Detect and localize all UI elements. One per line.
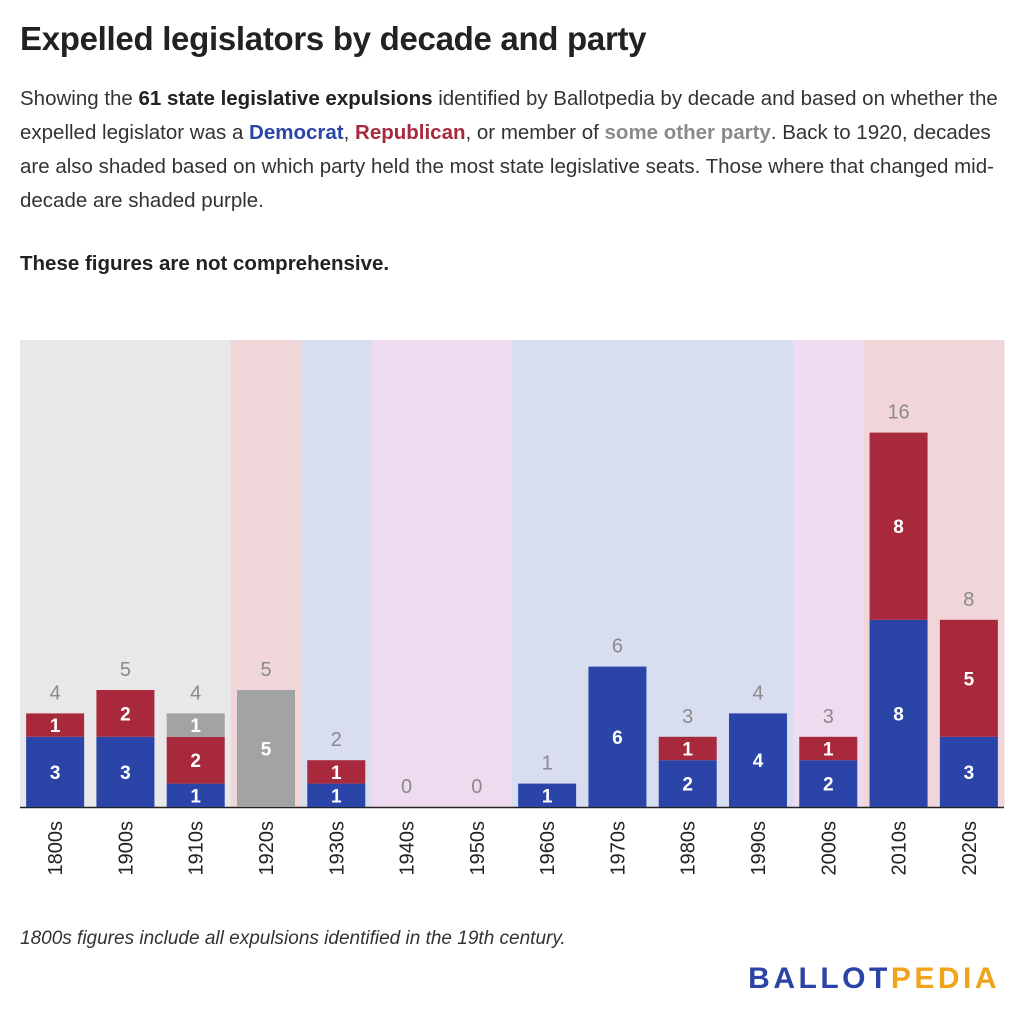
- desc-part-3: , or member of: [465, 121, 605, 144]
- bar-label-democrat-2000s: 2: [823, 775, 834, 796]
- x-tick-label-1920s: 1920s: [256, 821, 278, 876]
- total-label-1930s: 2: [331, 729, 342, 751]
- bar-label-republican-1930s: 1: [331, 763, 342, 784]
- total-label-2020s: 8: [963, 589, 974, 611]
- x-tick-label-1990s: 1990s: [748, 821, 770, 876]
- x-tick-label-1940s: 1940s: [397, 821, 419, 876]
- footnote: 1800s figures include all expulsions ide…: [20, 928, 566, 949]
- bar-label-democrat-1970s: 6: [612, 728, 623, 749]
- bar-democrat-1960s: [518, 783, 577, 807]
- desc-other: some other party: [604, 121, 771, 144]
- x-tick-label-1970s: 1970s: [607, 821, 629, 876]
- bar-democrat-1800s: [26, 736, 85, 807]
- bar-label-republican-2000s: 1: [823, 740, 834, 761]
- bar-label-democrat-1990s: 4: [753, 751, 764, 772]
- x-tick-label-1980s: 1980s: [678, 821, 700, 876]
- bar-label-republican-2010s: 8: [893, 517, 904, 538]
- bar-republican-1930s: [307, 760, 366, 784]
- total-label-1920s: 5: [260, 659, 271, 681]
- bar-democrat-2010s: [869, 619, 928, 807]
- bar-label-democrat-1900s: 3: [120, 763, 131, 784]
- logo-part-2: PEDIA: [890, 962, 1000, 995]
- ballotpedia-logo: BALLOTPEDIA: [748, 962, 1000, 996]
- bar-democrat-1910s: [166, 783, 225, 807]
- bar-republican-1980s: [658, 736, 717, 761]
- bar-label-democrat-1960s: 1: [542, 786, 553, 807]
- desc-republican: Republican: [355, 121, 466, 144]
- bar-other-1920s: [237, 690, 295, 807]
- total-label-1910s: 4: [190, 682, 201, 704]
- decade-shading-1960s: [512, 340, 583, 807]
- x-tick-label-2020s: 2020s: [959, 821, 981, 876]
- total-label-1970s: 6: [612, 636, 623, 658]
- bar-republican-2000s: [799, 736, 858, 761]
- bar-label-republican-1800s: 1: [50, 716, 61, 737]
- desc-part-4: . Back to 1920, decades are also shaded …: [20, 121, 994, 212]
- total-label-2010s: 16: [887, 402, 909, 424]
- bar-democrat-1980s: [658, 760, 717, 807]
- decade-shading-1940s: [371, 340, 443, 807]
- x-tick-label-1800s: 1800s: [45, 821, 67, 876]
- stacked-bar-chart: 3141800s3251900s12141910s551920s1121930s…: [20, 340, 1005, 876]
- x-tick-label-2000s: 2000s: [818, 821, 840, 876]
- desc-part-2: identified by Ballotpedia by decade and …: [20, 87, 998, 144]
- bar-label-democrat-1980s: 2: [682, 775, 693, 796]
- x-tick-label-1900s: 1900s: [115, 821, 137, 876]
- total-label-1950s: 0: [471, 776, 482, 798]
- bar-label-democrat-2020s: 3: [964, 763, 975, 784]
- x-tick-label-1960s: 1960s: [537, 821, 559, 876]
- bar-republican-2010s: [869, 432, 928, 620]
- chart-title: Expelled legislators by decade and party: [20, 20, 647, 57]
- decade-shading-2000s: [793, 340, 864, 807]
- total-label-1990s: 4: [752, 682, 763, 704]
- total-label-1940s: 0: [401, 776, 412, 798]
- bar-label-republican-1910s: 2: [190, 751, 201, 772]
- bar-label-republican-1900s: 2: [120, 704, 131, 725]
- bar-label-other-1910s: 1: [190, 716, 201, 737]
- x-tick-label-1930s: 1930s: [326, 821, 348, 876]
- bar-democrat-1990s: [729, 713, 787, 807]
- chart-description: Showing the 61 state legislative expulsi…: [20, 82, 1005, 218]
- logo-part-1: BALLOT: [748, 962, 891, 995]
- decade-shading-1980s: [652, 340, 724, 807]
- bar-democrat-1930s: [307, 783, 366, 807]
- x-tick-label-2010s: 2010s: [889, 821, 911, 876]
- bar-label-republican-1980s: 1: [682, 740, 693, 761]
- bar-label-democrat-1800s: 3: [50, 763, 61, 784]
- total-label-2000s: 3: [823, 706, 834, 728]
- total-label-1960s: 1: [542, 753, 553, 775]
- bar-democrat-2020s: [939, 736, 998, 807]
- decade-shading-1950s: [441, 340, 513, 807]
- bar-democrat-1900s: [96, 736, 155, 807]
- x-tick-label-1910s: 1910s: [186, 821, 208, 876]
- bar-democrat-1970s: [588, 666, 647, 807]
- desc-democrat: Democrat: [249, 121, 344, 144]
- bar-label-other-1920s: 5: [261, 740, 272, 761]
- desc-comma: ,: [343, 121, 356, 144]
- bar-label-democrat-2010s: 8: [893, 704, 904, 725]
- bar-label-democrat-1930s: 1: [331, 786, 342, 807]
- decade-shading-1930s: [301, 340, 372, 807]
- bar-republican-1800s: [26, 713, 85, 737]
- bar-republican-1900s: [96, 690, 155, 737]
- bar-label-republican-2020s: 5: [964, 669, 975, 690]
- bar-republican-2020s: [939, 619, 998, 737]
- bar-republican-1910s: [166, 736, 225, 784]
- comprehensive-note: These figures are not comprehensive.: [20, 252, 390, 275]
- desc-count: 61 state legislative expulsions: [138, 87, 433, 110]
- total-label-1980s: 3: [682, 706, 693, 728]
- x-tick-label-1950s: 1950s: [467, 821, 489, 876]
- total-label-1900s: 5: [120, 659, 131, 681]
- bar-label-democrat-1910s: 1: [190, 786, 201, 807]
- bar-other-1910s: [166, 713, 225, 737]
- desc-part-1: Showing the: [20, 87, 139, 110]
- bar-democrat-2000s: [799, 760, 858, 807]
- total-label-1800s: 4: [50, 682, 61, 704]
